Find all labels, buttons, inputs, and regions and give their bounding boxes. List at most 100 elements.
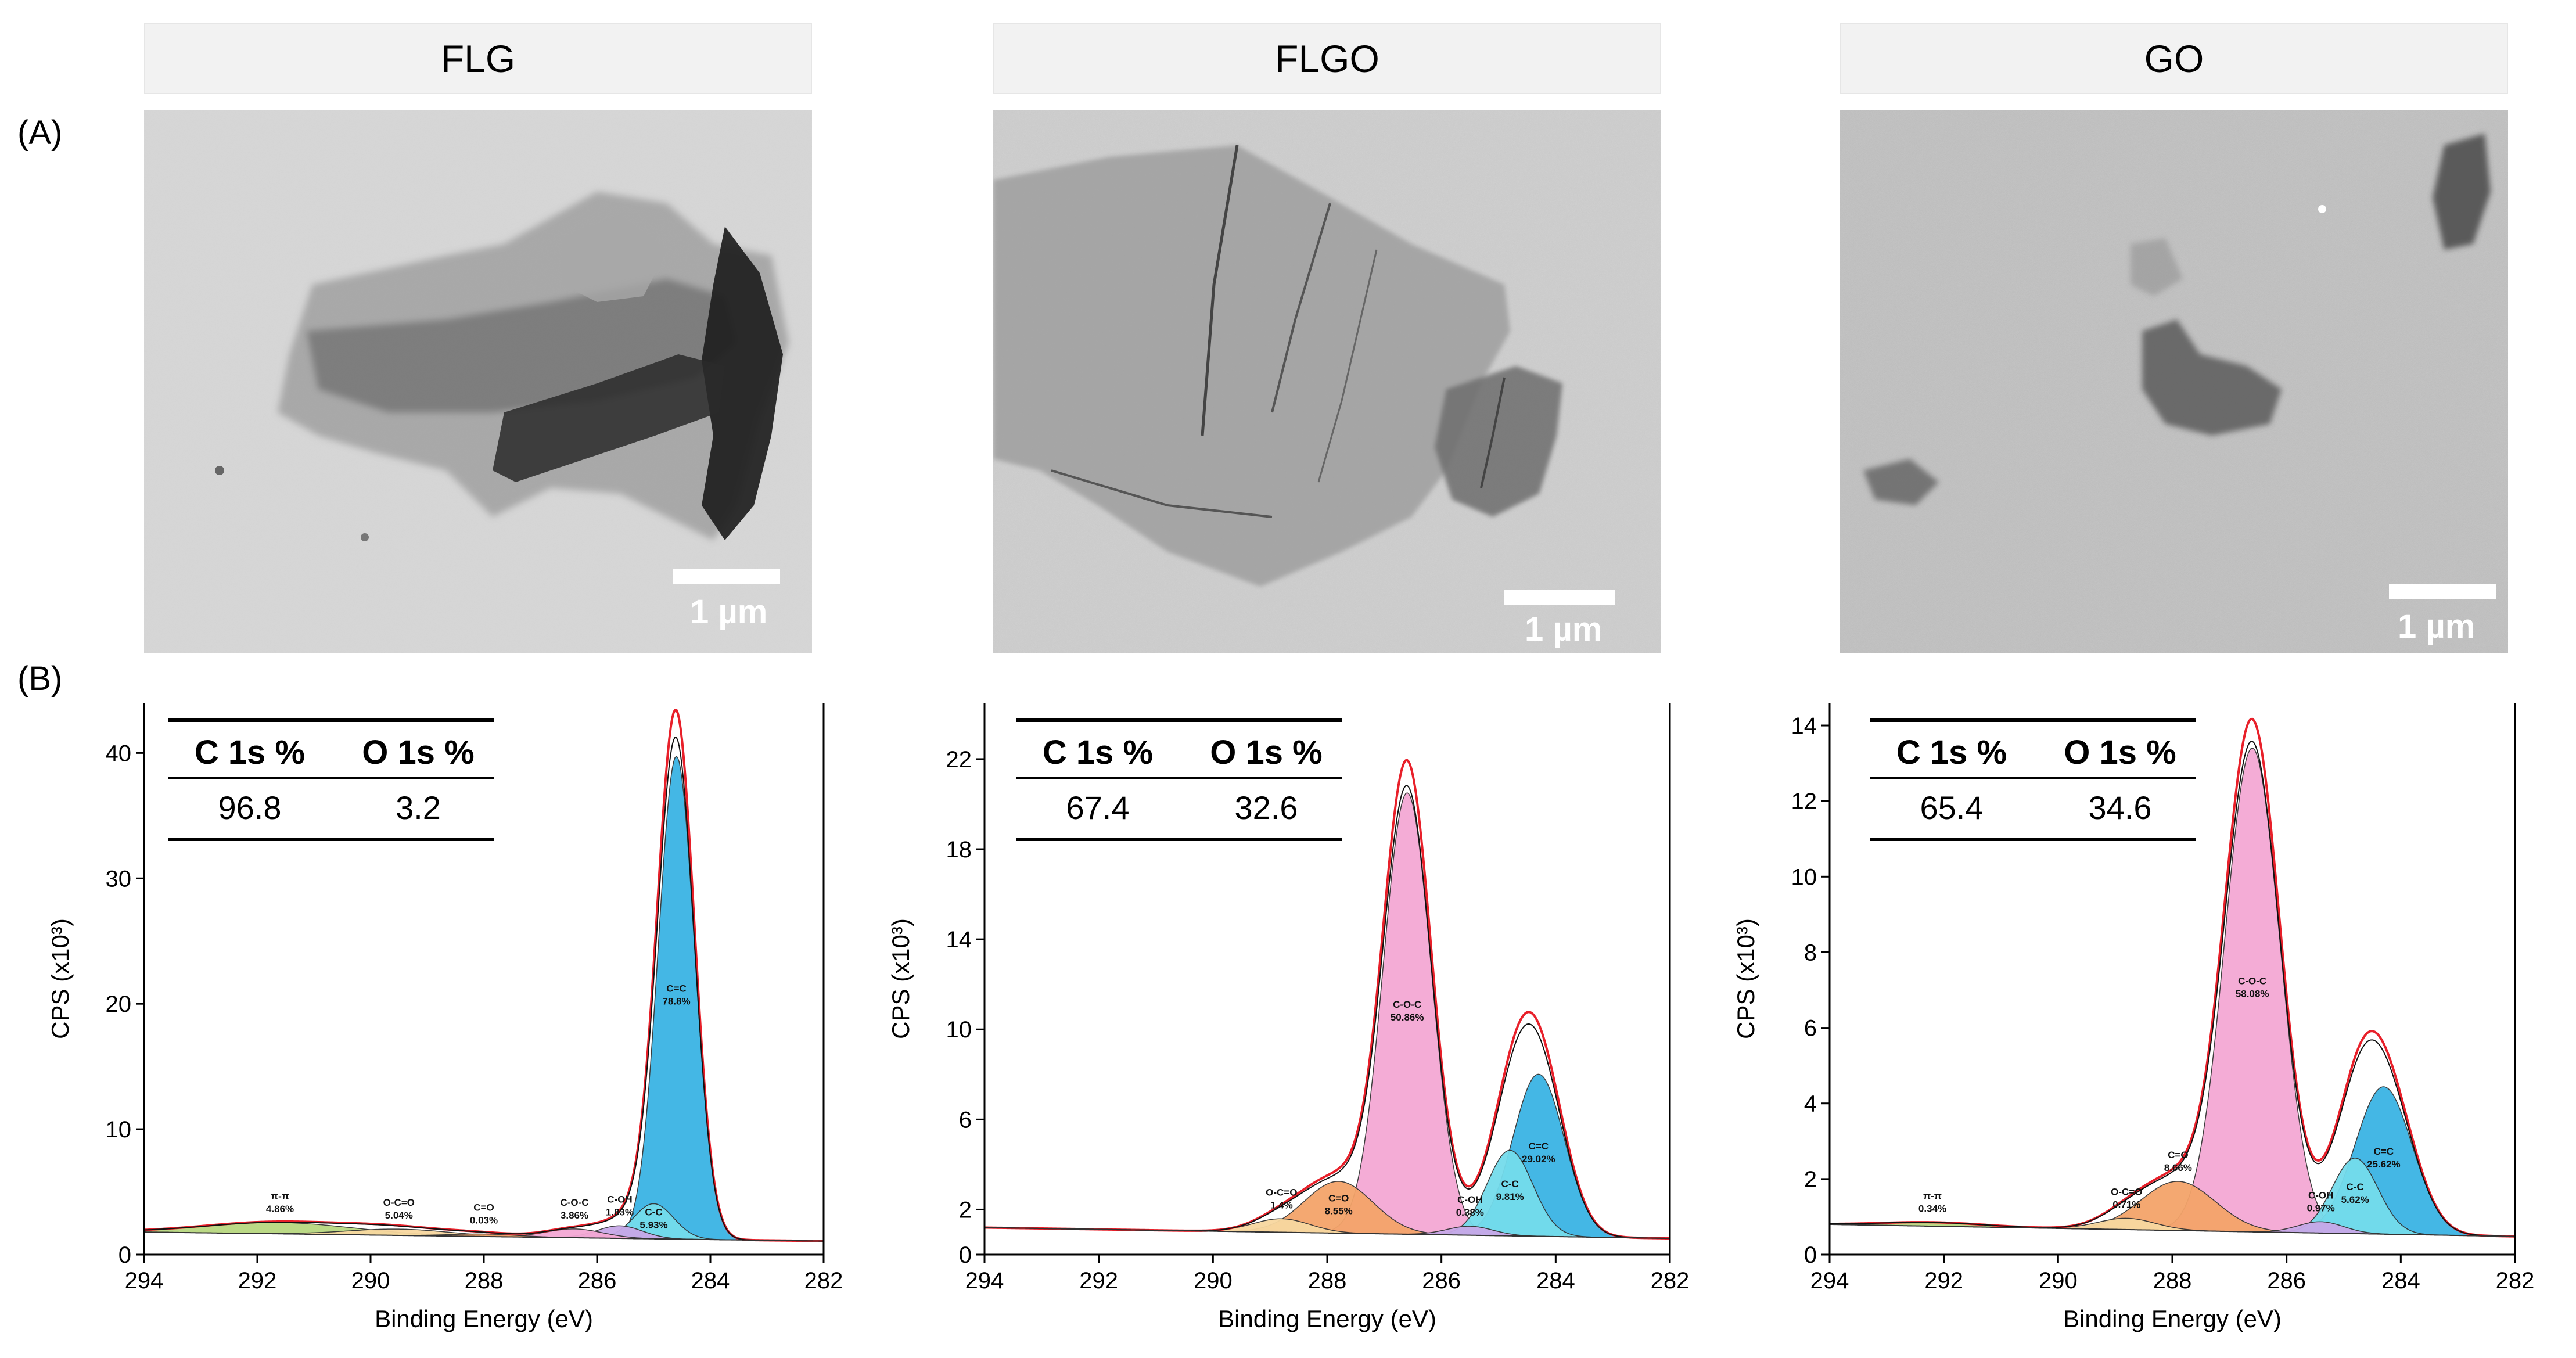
- table-header: O 1s %: [2064, 734, 2176, 771]
- xps-chart-go: C-O-C 58.08% C=C 25.62% C-C 5.62% C-OH 0.97% C=O…: [1713, 685, 2576, 1358]
- x-tick-label: 284: [691, 1268, 730, 1294]
- x-tick-label: 282: [2496, 1268, 2535, 1294]
- y-tick-label: 0: [959, 1242, 972, 1268]
- x-tick-label: 290: [2039, 1268, 2078, 1294]
- table-header: C 1s %: [1043, 734, 1153, 771]
- peak-label-percent: 1.83%: [606, 1206, 634, 1217]
- y-tick-label: 40: [106, 741, 132, 766]
- scale-bar-flgo: [1504, 590, 1615, 605]
- header-flg: FLG: [144, 23, 812, 94]
- peak-label-percent: 8.66%: [2164, 1162, 2192, 1173]
- y-tick-label: 10: [946, 1017, 972, 1043]
- peak-label-percent: 1.4%: [1270, 1199, 1293, 1210]
- x-tick-label: 294: [1810, 1268, 1849, 1294]
- header-flgo-text: FLGO: [1275, 37, 1379, 80]
- peak-label-name: O-C=O: [383, 1197, 415, 1208]
- x-tick-label: 284: [1536, 1268, 1575, 1294]
- header-go: GO: [1840, 23, 2508, 94]
- peak-label-percent: 0.38%: [1456, 1207, 1484, 1218]
- y-tick-label: 14: [1791, 713, 1817, 739]
- panel-a-label: (A): [17, 114, 63, 152]
- peak-label-percent: 8.55%: [1325, 1205, 1353, 1216]
- x-tick-label: 294: [125, 1268, 164, 1294]
- y-axis-label: CPS (x10³): [46, 918, 74, 1039]
- peak-label-percent: 3.86%: [561, 1210, 588, 1221]
- scale-label-go: 1 µm: [2398, 608, 2476, 645]
- peak-label-name: O-C=O: [1266, 1187, 1297, 1198]
- peak-label-name: C-OH: [607, 1194, 632, 1205]
- x-tick-label: 288: [1308, 1268, 1347, 1294]
- peak-label-percent: 29.02%: [1522, 1154, 1555, 1165]
- x-tick-label: 294: [965, 1268, 1004, 1294]
- table-header: C 1s %: [195, 734, 305, 771]
- x-tick-label: 288: [2153, 1268, 2192, 1294]
- y-tick-label: 2: [959, 1197, 972, 1223]
- x-tick-label: 292: [238, 1268, 277, 1294]
- background-line: [984, 1227, 1670, 1240]
- peak-label-percent: 0.97%: [2307, 1202, 2335, 1213]
- x-tick-label: 288: [465, 1268, 504, 1294]
- peak-label-percent: 25.62%: [2367, 1159, 2401, 1170]
- table-value: 65.4: [1920, 789, 1984, 826]
- peak-label-name: C-O-C: [1393, 999, 1421, 1010]
- x-tick-label: 282: [804, 1268, 843, 1294]
- peak-label-name: C-O-C: [2238, 975, 2266, 986]
- peak-label-percent: 78.8%: [662, 996, 690, 1007]
- peak-label-percent: 0.71%: [2112, 1199, 2140, 1210]
- table-value: 32.6: [1235, 789, 1298, 826]
- x-axis-label: Binding Energy (eV): [1218, 1305, 1436, 1332]
- peak-label-percent: 5.62%: [2341, 1194, 2369, 1205]
- xps-chart-flg: C=C 78.8% C-C 5.93% C-OH 1.83% C-O-C 3.86% C=O 0.…: [0, 685, 860, 1358]
- y-tick-label: 22: [946, 747, 972, 773]
- peak-label-name: π-π: [271, 1191, 289, 1202]
- scale-bar-flg: [673, 569, 780, 584]
- xps-svg: C-O-C 50.86% C=C 29.02% C-C9.81% C-OH 0.38% C=O…: [887, 703, 1689, 1332]
- y-tick-label: 6: [1804, 1016, 1817, 1041]
- panel-b-label: (B): [17, 660, 63, 698]
- table-header: C 1s %: [1896, 734, 2007, 771]
- x-tick-label: 290: [351, 1268, 390, 1294]
- table-header: O 1s %: [1210, 734, 1322, 771]
- peak-label-percent: 9.81%: [1496, 1191, 1524, 1202]
- y-axis-label: CPS (x10³): [1732, 918, 1759, 1039]
- raw-data-line: [1829, 741, 2516, 1237]
- peak-label-percent: 0.03%: [470, 1215, 498, 1226]
- header-go-text: GO: [2144, 37, 2204, 80]
- x-tick-label: 286: [2267, 1268, 2306, 1294]
- x-tick-label: 292: [1924, 1268, 1963, 1294]
- xps-chart-flgo: C-O-C 50.86% C=C 29.02% C-C 9.81% C-OH 0.38% C=O…: [860, 685, 1713, 1358]
- peak-label-name: C=C: [1529, 1141, 1549, 1152]
- peak-label-name: C-C: [1501, 1179, 1519, 1190]
- peak-label-name: C=C: [2374, 1146, 2394, 1157]
- y-tick-label: 10: [106, 1117, 132, 1143]
- peak-label-name: C=O: [1328, 1192, 1349, 1203]
- y-tick-label: 0: [118, 1242, 131, 1268]
- tem-image-go: 1 µm: [1840, 110, 2508, 653]
- peak-label-name: C-OH: [2308, 1190, 2333, 1201]
- peak-label-percent: 4.86%: [266, 1203, 294, 1215]
- header-flg-text: FLG: [440, 37, 516, 80]
- scale-label-flg: 1 µm: [690, 593, 768, 631]
- peak-label-percent: 58.08%: [2236, 988, 2269, 999]
- tem-image-flgo: 1 µm: [993, 110, 1661, 653]
- y-tick-label: 10: [1791, 864, 1817, 890]
- table-value: 67.4: [1066, 789, 1130, 826]
- y-tick-label: 12: [1791, 789, 1817, 814]
- peak-label-name: π-π: [1923, 1191, 1942, 1202]
- peak-label-percent: 5.04%: [385, 1210, 413, 1221]
- table-value: 34.6: [2089, 789, 2152, 826]
- peak-label-name: C-OH: [1457, 1194, 1482, 1205]
- y-tick-label: 4: [1804, 1091, 1817, 1117]
- table-value: 3.2: [396, 789, 441, 826]
- peak-label-name: C-O-C: [560, 1197, 588, 1208]
- peak-label-name: C-C: [2347, 1181, 2364, 1192]
- x-tick-label: 292: [1079, 1268, 1118, 1294]
- y-axis-label: CPS (x10³): [887, 918, 914, 1039]
- peak-label-percent: 50.86%: [1391, 1012, 1424, 1023]
- peak-label-name: C=C: [666, 983, 686, 994]
- peak-label-percent: 0.34%: [1918, 1203, 1946, 1215]
- header-flgo: FLGO: [993, 23, 1661, 94]
- y-tick-label: 8: [1804, 940, 1817, 965]
- y-tick-label: 2: [1804, 1167, 1817, 1192]
- background-line: [1829, 1223, 2516, 1237]
